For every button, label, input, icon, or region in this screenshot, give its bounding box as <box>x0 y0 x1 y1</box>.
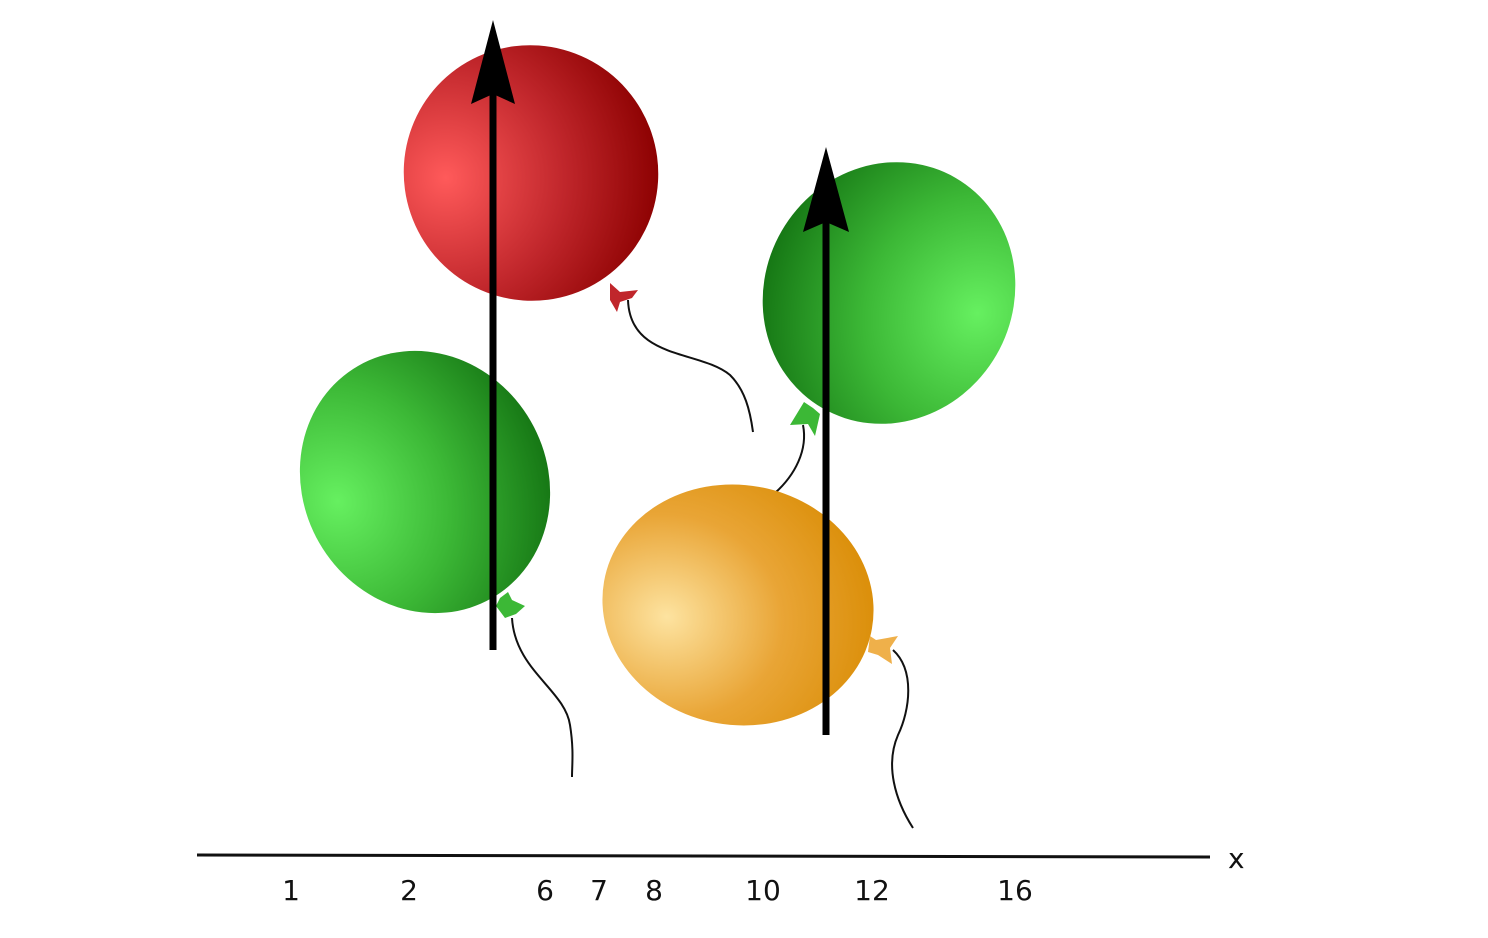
green-left-balloon <box>299 350 551 618</box>
x-axis-tick-labels: 1 2 6 7 8 10 12 16 <box>282 874 1033 907</box>
tick-label: 6 <box>536 874 554 907</box>
green-left-balloon-string <box>511 617 574 778</box>
upward-arrow-left <box>471 20 515 650</box>
green-left-balloon-knot <box>496 592 525 618</box>
orange-balloon-knot <box>868 636 898 664</box>
tick-label: 2 <box>400 874 418 907</box>
x-axis-line <box>196 853 1211 859</box>
red-balloon <box>403 45 659 312</box>
orange-balloon <box>602 484 898 726</box>
red-balloon-string <box>627 299 754 433</box>
green-right-balloon <box>762 162 1016 436</box>
tick-label: 16 <box>997 874 1033 907</box>
x-axis-name: x <box>1228 842 1245 875</box>
orange-balloon-string <box>891 649 914 829</box>
red-balloon-knot <box>610 283 638 312</box>
green-right-balloon-knot <box>790 402 820 436</box>
tick-label: 1 <box>282 874 300 907</box>
tick-label: 12 <box>854 874 890 907</box>
tick-label: 8 <box>645 874 663 907</box>
tick-label: 7 <box>590 874 608 907</box>
upward-arrow-right <box>803 147 849 735</box>
tick-label: 10 <box>745 874 781 907</box>
green-right-balloon-string <box>774 424 806 494</box>
